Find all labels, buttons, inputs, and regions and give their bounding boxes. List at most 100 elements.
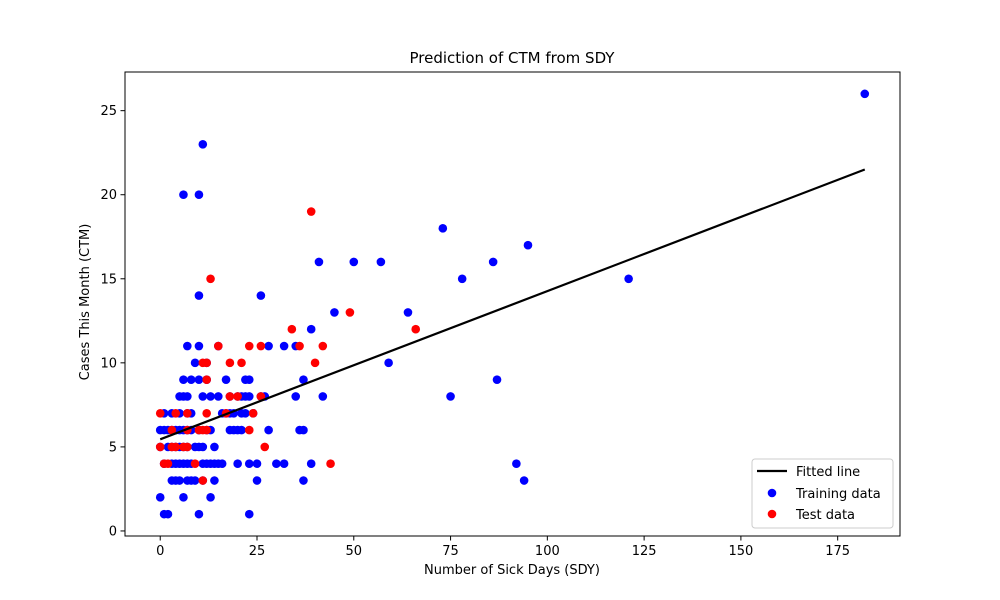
- training-point: [198, 392, 208, 401]
- training-point: [438, 224, 448, 233]
- test-point: [198, 476, 208, 485]
- test-point: [345, 308, 355, 317]
- test-point: [256, 341, 266, 351]
- test-point: [171, 408, 181, 418]
- y-tick-label: 15: [100, 272, 117, 287]
- test-point: [260, 442, 270, 452]
- training-point: [488, 257, 498, 267]
- training-point: [291, 392, 301, 401]
- y-tick-label: 0: [109, 524, 117, 539]
- training-point: [183, 341, 192, 351]
- legend-label-fitted: Fitted line: [796, 465, 860, 480]
- training-point: [221, 375, 231, 384]
- training-point: [252, 459, 262, 469]
- test-point: [225, 358, 235, 368]
- training-point: [217, 459, 227, 469]
- training-point: [179, 190, 188, 200]
- test-point: [202, 408, 211, 418]
- training-point: [279, 459, 289, 469]
- training-point: [244, 509, 254, 519]
- x-tick-label: 175: [825, 544, 850, 559]
- test-point: [295, 341, 304, 351]
- test-point: [190, 459, 200, 469]
- test-point: [225, 392, 235, 401]
- training-point: [241, 408, 250, 418]
- training-point: [272, 459, 281, 469]
- test-point: [202, 425, 211, 435]
- test-point: [306, 207, 316, 216]
- test-point: [411, 324, 421, 334]
- y-tick-label: 25: [100, 104, 117, 119]
- test-point: [183, 408, 192, 418]
- training-point: [244, 375, 254, 384]
- training-point: [384, 358, 393, 368]
- legend-marker-test: [767, 509, 777, 519]
- y-axis-label: Cases This Month (CTM): [78, 224, 93, 381]
- training-point: [194, 375, 204, 384]
- test-point: [256, 392, 266, 401]
- training-point: [194, 341, 204, 351]
- training-point: [183, 392, 192, 401]
- training-point: [376, 257, 386, 267]
- training-point: [457, 274, 467, 284]
- test-point: [318, 341, 328, 351]
- test-point: [326, 459, 335, 469]
- training-point: [213, 392, 223, 401]
- test-point: [202, 358, 211, 368]
- x-tick-label: 125: [632, 544, 657, 559]
- test-point: [206, 274, 215, 284]
- training-point: [198, 139, 208, 149]
- training-point: [244, 392, 254, 401]
- training-point: [210, 476, 219, 485]
- legend-label-test: Test data: [795, 508, 855, 523]
- training-point: [206, 493, 215, 502]
- training-point: [299, 425, 308, 435]
- test-point: [202, 375, 211, 384]
- test-point: [171, 442, 181, 452]
- test-point: [155, 408, 165, 418]
- training-point: [175, 476, 184, 485]
- training-point: [299, 476, 308, 485]
- training-point: [492, 375, 502, 384]
- legend: Fitted line Training data Test data: [751, 458, 894, 529]
- training-point: [179, 375, 188, 384]
- training-point: [624, 274, 633, 284]
- training-point: [163, 509, 173, 519]
- training-point: [256, 291, 266, 300]
- test-point: [310, 358, 320, 368]
- test-point: [213, 341, 223, 351]
- training-point: [244, 459, 254, 469]
- training-point: [198, 442, 208, 452]
- training-point: [194, 291, 204, 300]
- training-point: [279, 341, 289, 351]
- legend-box: [751, 458, 894, 529]
- training-point: [179, 493, 188, 502]
- test-point: [233, 392, 242, 401]
- training-point: [264, 341, 273, 351]
- y-tick-label: 20: [100, 188, 117, 203]
- training-point: [349, 257, 359, 267]
- training-point: [190, 358, 200, 368]
- training-point: [206, 392, 215, 401]
- legend-label-training: Training data: [795, 487, 881, 502]
- training-point: [210, 442, 219, 452]
- training-point: [299, 375, 308, 384]
- training-point: [186, 375, 196, 384]
- y-tick-label: 5: [109, 440, 117, 455]
- training-point: [194, 509, 204, 519]
- x-tick-label: 25: [249, 544, 266, 559]
- training-point: [233, 459, 242, 469]
- plot-area: [155, 89, 870, 519]
- chart-title: Prediction of CTM from SDY: [410, 49, 616, 67]
- test-point: [155, 442, 165, 452]
- x-tick-label: 0: [156, 544, 164, 559]
- training-point: [860, 89, 870, 99]
- training-point: [306, 324, 316, 334]
- x-tick-label: 75: [442, 544, 459, 559]
- training-point: [264, 425, 273, 435]
- test-point: [244, 341, 254, 351]
- y-tick-label: 10: [100, 356, 117, 371]
- training-point: [519, 476, 529, 485]
- training-point: [318, 392, 328, 401]
